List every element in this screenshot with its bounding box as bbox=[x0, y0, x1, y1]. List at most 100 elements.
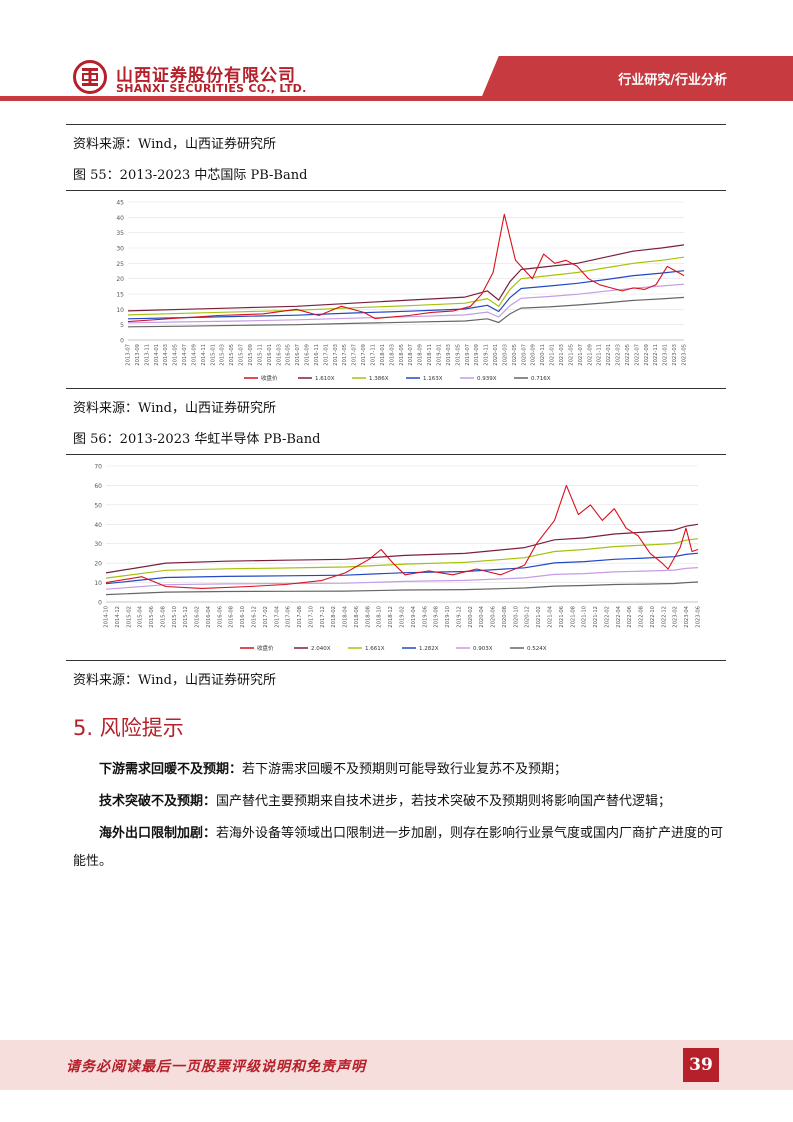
x-tick-label: 2017-03 bbox=[333, 344, 339, 366]
x-tick-label: 2013-09 bbox=[135, 344, 141, 366]
x-tick-label: 2019-08 bbox=[434, 606, 440, 628]
x-tick-label: 2021-04 bbox=[548, 605, 554, 627]
x-tick-label: 2018-04 bbox=[343, 605, 349, 627]
legend-label: 1.386X bbox=[369, 376, 389, 382]
x-tick-label: 2020-04 bbox=[479, 605, 485, 627]
footer-disclaimer: 请务必阅读最后一页股票评级说明和免责声明 bbox=[66, 1059, 366, 1075]
x-tick-label: 2014-11 bbox=[201, 344, 207, 366]
x-tick-label: 2013-11 bbox=[144, 344, 150, 366]
x-tick-label: 2016-11 bbox=[314, 344, 320, 366]
legend-label: 0.939X bbox=[477, 376, 497, 382]
y-tick-label: 20 bbox=[94, 561, 102, 568]
divider bbox=[66, 388, 726, 389]
series-line bbox=[105, 581, 699, 596]
series-line bbox=[105, 523, 699, 574]
series-line bbox=[127, 296, 685, 328]
x-tick-label: 2023-03 bbox=[672, 344, 678, 366]
pb-band-chart-smic: 0 5 10 15 20 25 30 35 40 45 2013-07 2013-09 2013-11 2… bbox=[116, 200, 687, 383]
risk-label: 海外出口限制加剧： bbox=[99, 826, 217, 841]
x-tick-label: 2021-03 bbox=[559, 344, 565, 366]
y-tick-label: 45 bbox=[116, 200, 124, 207]
x-tick-label: 2019-09 bbox=[474, 344, 480, 366]
risk-text: 国产替代主要预期来自技术进步，若技术突破不及预期则将影响国产替代逻辑； bbox=[216, 794, 672, 809]
series-line bbox=[127, 256, 685, 316]
x-tick-label: 2019-01 bbox=[436, 344, 442, 366]
x-tick-label: 2022-06 bbox=[627, 606, 633, 628]
figure-56-source: 资料来源：Wind，山西证券研究所 bbox=[73, 673, 276, 688]
x-tick-label: 2015-04 bbox=[138, 605, 144, 627]
section-number: 5. bbox=[73, 716, 94, 740]
page-footer: 请务必阅读最后一页股票评级说明和免责声明 39 bbox=[0, 1040, 793, 1090]
y-tick-label: 25 bbox=[116, 261, 124, 268]
x-tick-label: 2016-09 bbox=[305, 344, 311, 366]
legend-label: 0.524X bbox=[527, 646, 547, 652]
series-line bbox=[127, 244, 685, 312]
x-tick-label: 2021-06 bbox=[559, 606, 565, 628]
source-note-top: 资料来源：Wind，山西证券研究所 bbox=[73, 137, 276, 152]
x-tick-label: 2020-02 bbox=[468, 606, 474, 628]
section-tag-label: 行业研究/行业分析 bbox=[618, 73, 727, 88]
divider bbox=[66, 124, 726, 125]
x-tick-label: 2018-01 bbox=[380, 344, 386, 366]
x-tick-label: 2014-05 bbox=[173, 344, 179, 366]
x-tick-label: 2020-01 bbox=[493, 344, 499, 366]
x-tick-label: 2023-04 bbox=[684, 605, 690, 627]
pb-band-chart-hua-hong: 0 10 20 30 40 50 60 70 2014-10 2014-12 2015-02 2015… bbox=[94, 464, 702, 653]
x-tick-label: 2016-07 bbox=[295, 344, 301, 366]
series-line bbox=[127, 283, 685, 324]
x-tick-label: 2017-10 bbox=[308, 606, 314, 628]
x-tick-label: 2017-11 bbox=[371, 344, 377, 366]
x-tick-label: 2023-06 bbox=[696, 606, 702, 628]
x-tick-label: 2021-01 bbox=[550, 344, 556, 366]
section-title: 风险提示 bbox=[99, 716, 184, 740]
x-tick-label: 2022-09 bbox=[644, 344, 650, 366]
legend-label: 1.661X bbox=[365, 646, 385, 652]
legend-label: 1.610X bbox=[315, 376, 335, 382]
series-line bbox=[105, 538, 699, 579]
section-tag: 行业研究/行业分析 bbox=[480, 56, 793, 101]
y-tick-label: 20 bbox=[116, 276, 124, 283]
x-tick-label: 2016-04 bbox=[206, 605, 212, 627]
x-tick-label: 2023-02 bbox=[673, 606, 679, 628]
x-tick-label: 2022-03 bbox=[616, 344, 622, 366]
figure-56-title: 图 56：2013-2023 华虹半导体 PB-Band bbox=[73, 432, 321, 447]
x-tick-label: 2020-06 bbox=[491, 606, 497, 628]
x-tick-label: 2015-05 bbox=[229, 344, 235, 366]
x-tick-label: 2020-08 bbox=[502, 606, 508, 628]
x-tick-label: 2015-02 bbox=[126, 606, 132, 628]
x-tick-label: 2019-11 bbox=[484, 344, 490, 366]
y-tick-label: 10 bbox=[116, 307, 124, 314]
x-tick-label: 2016-01 bbox=[267, 344, 273, 366]
x-tick-label: 2013-07 bbox=[126, 344, 132, 366]
x-tick-label: 2015-09 bbox=[248, 344, 254, 366]
y-tick-label: 30 bbox=[94, 541, 102, 548]
x-tick-label: 2020-12 bbox=[525, 606, 531, 628]
x-tick-label: 2016-05 bbox=[286, 344, 292, 366]
x-tick-label: 2022-11 bbox=[653, 344, 659, 366]
x-tick-label: 2019-03 bbox=[446, 344, 452, 366]
x-tick-label: 2021-09 bbox=[587, 344, 593, 366]
x-tick-label: 2020-09 bbox=[531, 344, 537, 366]
x-tick-label: 2019-02 bbox=[400, 606, 406, 628]
x-tick-label: 2021-08 bbox=[570, 606, 576, 628]
brand-name-cn: 山西证券股份有限公司 bbox=[116, 66, 296, 86]
x-tick-label: 2022-10 bbox=[650, 606, 656, 628]
risk-label: 下游需求回暖不及预期： bbox=[99, 762, 243, 777]
series-line bbox=[127, 270, 685, 320]
x-tick-label: 2020-10 bbox=[513, 606, 519, 628]
x-tick-label: 2015-08 bbox=[160, 606, 166, 628]
x-tick-label: 2021-05 bbox=[568, 344, 574, 366]
risk-item-demand: 下游需求回暖不及预期：若下游需求回暖不及预期则可能导致行业复苏不及预期； bbox=[73, 756, 728, 784]
company-logo-icon bbox=[73, 60, 107, 94]
x-tick-label: 2014-01 bbox=[154, 344, 160, 366]
series-line bbox=[105, 567, 699, 590]
x-tick-label: 2017-07 bbox=[352, 344, 358, 366]
y-tick-label: 0 bbox=[98, 600, 102, 607]
x-tick-label: 2017-09 bbox=[361, 344, 367, 366]
x-tick-label: 2015-12 bbox=[183, 606, 189, 628]
x-tick-label: 2022-08 bbox=[639, 606, 645, 628]
x-tick-label: 2021-02 bbox=[536, 606, 542, 628]
legend-label: 1.163X bbox=[423, 376, 443, 382]
x-tick-label: 2018-12 bbox=[388, 606, 394, 628]
x-tick-label: 2017-02 bbox=[263, 606, 269, 628]
